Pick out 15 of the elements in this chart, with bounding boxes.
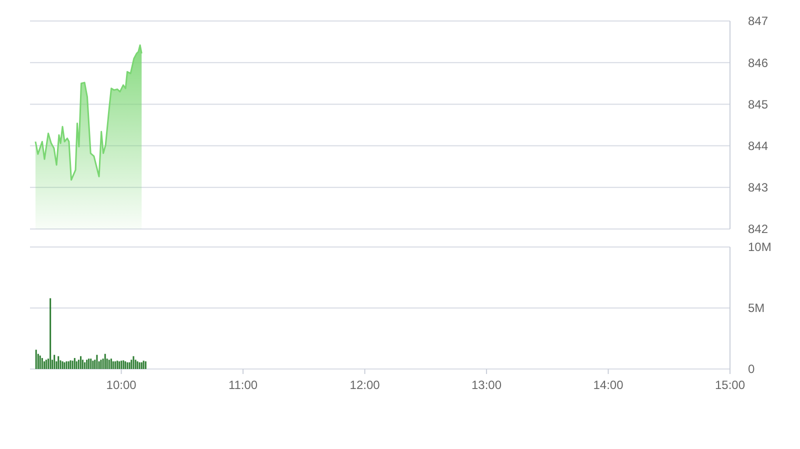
y-tick-label: 847: [748, 14, 768, 28]
x-tick-label: 12:00: [350, 378, 380, 392]
y-tick-label: 846: [748, 56, 768, 70]
y-tick-label: 842: [748, 222, 768, 236]
x-tick-label: 10:00: [106, 378, 137, 392]
y-tick-label: 10M: [748, 240, 772, 254]
x-tick-label: 13:00: [472, 378, 502, 392]
y-tick-label: 844: [748, 139, 768, 153]
x-tick-label: 14:00: [593, 378, 624, 392]
y-tick-label: 845: [748, 97, 768, 112]
y-tick-label: 5M: [748, 301, 765, 316]
x-tick-label: 15:00: [714, 378, 746, 392]
y-tick-label: 843: [748, 180, 768, 195]
x-tick-label: 11:00: [228, 378, 258, 392]
y-tick-label: 0: [748, 362, 755, 376]
